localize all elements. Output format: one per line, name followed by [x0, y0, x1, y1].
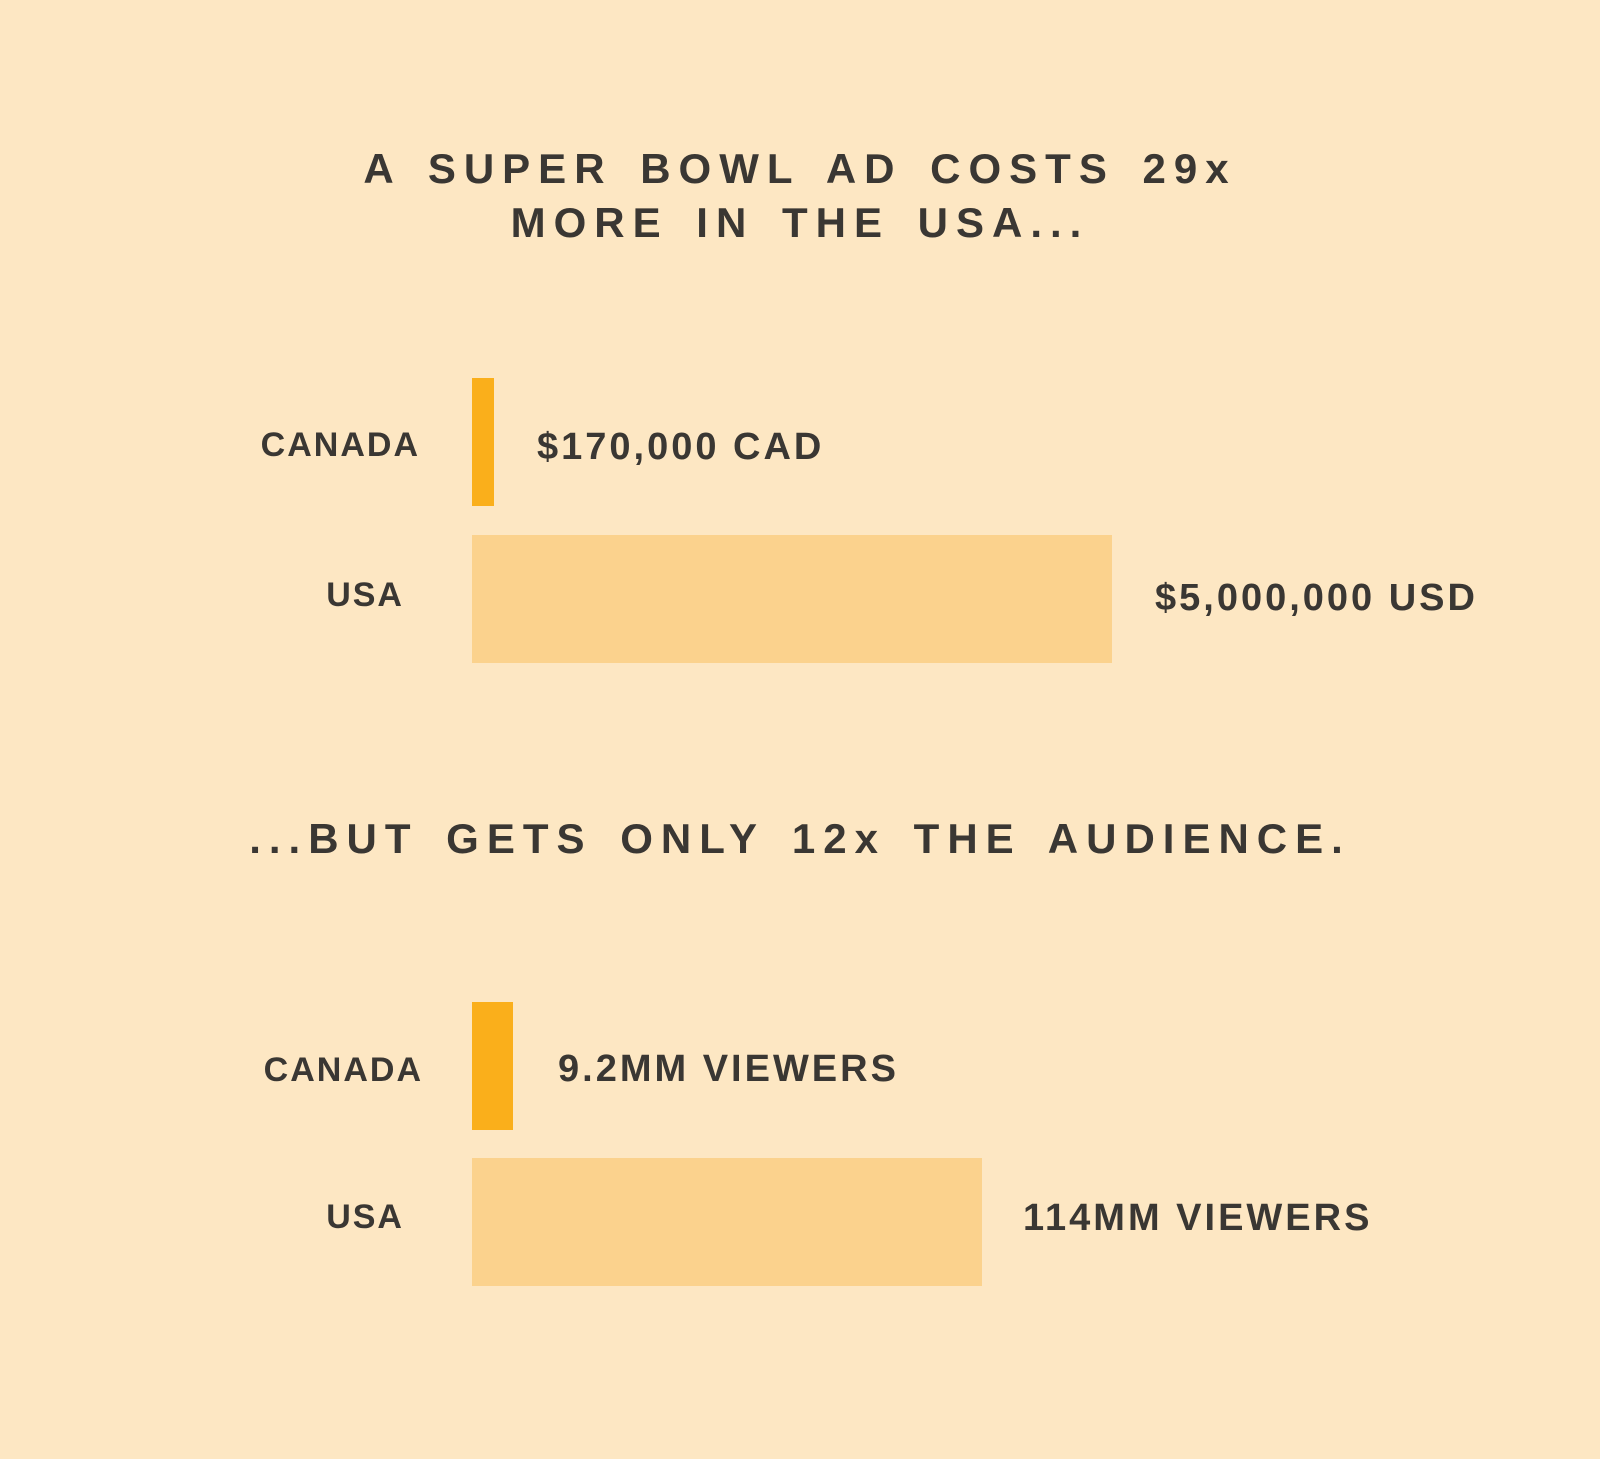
chart2-canada-value: 9.2MM VIEWERS: [558, 1048, 899, 1090]
chart2-usa-bar: [472, 1158, 982, 1286]
chart1-usa-bar: [472, 535, 1112, 663]
chart1-canada-bar: [472, 378, 494, 506]
chart2-canada-bar: [472, 1002, 514, 1130]
chart1-canada-value: $170,000 CAD: [537, 426, 825, 468]
chart1-title: A SUPER BOWL AD COSTS 29x MORE IN THE US…: [0, 142, 1600, 250]
chart1-title-line2: MORE IN THE USA...: [510, 199, 1090, 246]
chart2-usa-value: 114MM VIEWERS: [1023, 1197, 1373, 1239]
chart2-canada-label: CANADA: [263, 1051, 423, 1089]
chart2-usa-label: USA: [326, 1198, 404, 1236]
chart2-title-line1: ...BUT GETS ONLY 12x THE AUDIENCE.: [249, 815, 1351, 862]
chart1-usa-label: USA: [326, 576, 404, 614]
chart2-title: ...BUT GETS ONLY 12x THE AUDIENCE.: [0, 812, 1600, 866]
chart1-title-line1: A SUPER BOWL AD COSTS 29x: [363, 145, 1237, 192]
chart1-canada-label: CANADA: [260, 426, 420, 464]
chart1-usa-value: $5,000,000 USD: [1155, 577, 1478, 619]
